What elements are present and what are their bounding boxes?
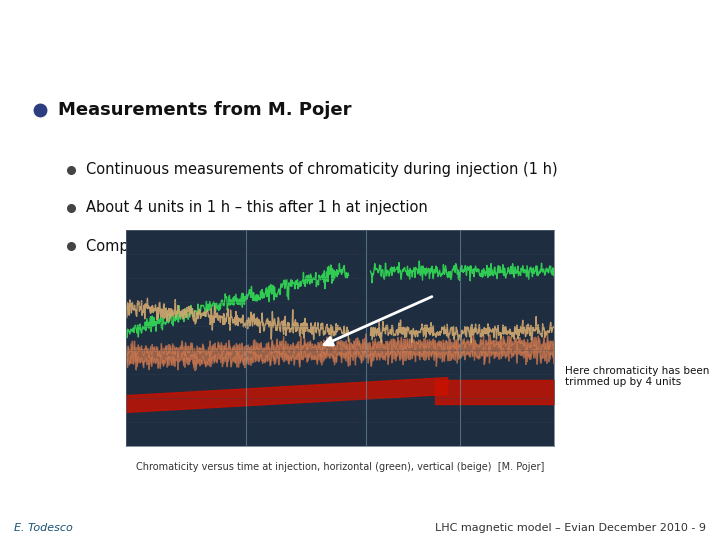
- Text: Chromaticity versus time at injection, horizontal (green), vertical (beige)  [M.: Chromaticity versus time at injection, h…: [136, 462, 544, 472]
- Text: BEAM MEASUREMENTS: BEAM MEASUREMENTS: [207, 19, 513, 43]
- Text: Here chromaticity has been
trimmed up by 4 units: Here chromaticity has been trimmed up by…: [565, 366, 710, 387]
- Text: Compatible with previous measurements: Compatible with previous measurements: [86, 239, 388, 254]
- Text: E. Todesco: E. Todesco: [14, 523, 73, 533]
- Text: LHC magnetic model – Evian December 2010 - 9: LHC magnetic model – Evian December 2010…: [435, 523, 706, 533]
- Text: CERN: CERN: [30, 28, 49, 32]
- Text: Continuous measurements of chromaticity during injection (1 h): Continuous measurements of chromaticity …: [86, 162, 558, 177]
- Text: About 4 units in 1 h – this after 1 h at injection: About 4 units in 1 h – this after 1 h at…: [86, 200, 428, 215]
- Text: Measurements from M. Pojer: Measurements from M. Pojer: [58, 101, 351, 119]
